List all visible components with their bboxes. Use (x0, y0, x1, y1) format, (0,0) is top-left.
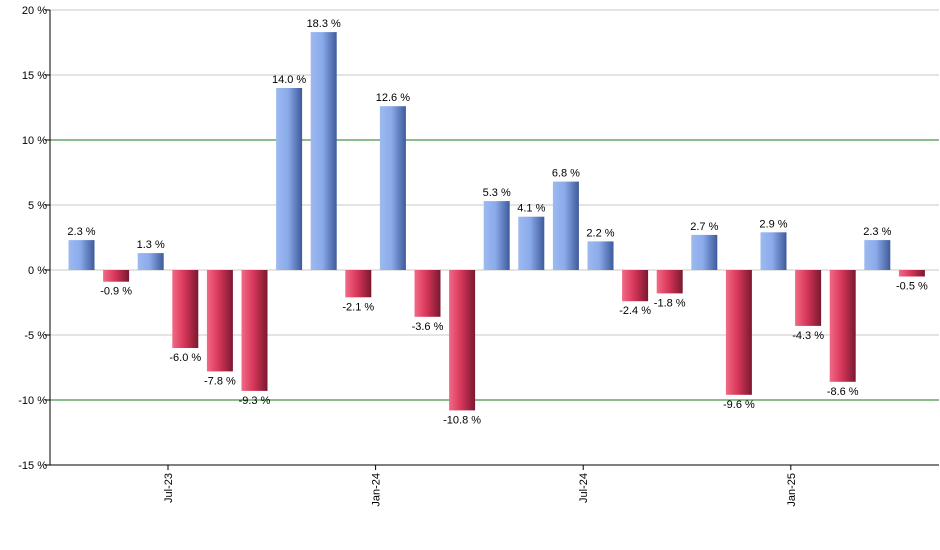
y-tick-label: 5 % (28, 200, 47, 212)
bar (483, 201, 510, 270)
data-label: -3.6 % (412, 321, 444, 333)
bar (103, 270, 130, 282)
bar (829, 270, 856, 382)
data-label: -0.5 % (896, 281, 928, 293)
y-tick-label: -15 % (18, 460, 47, 472)
x-tick-label: Jul-23 (163, 473, 175, 503)
bar (587, 241, 614, 270)
y-tick-label: 0 % (28, 265, 47, 277)
bar (795, 270, 822, 326)
bar (310, 32, 337, 270)
y-tick-label: 10 % (22, 135, 47, 147)
axes: 20 % 15 % 10 % 5 % 0 % -5 % -10 % -15 % Jul-23 Ja… (18, 5, 939, 507)
data-label: -0.9 % (100, 286, 132, 298)
x-tick-label: Jan-24 (371, 473, 383, 507)
data-label: 18.3 % (307, 18, 341, 30)
data-label: 2.3 % (67, 226, 95, 238)
y-tick-label: 20 % (22, 5, 47, 17)
bar (449, 270, 476, 411)
bar (864, 240, 891, 270)
data-label: -7.8 % (204, 375, 236, 387)
x-tick-label: Jul-24 (578, 473, 590, 503)
x-tick-label: Jan-25 (786, 473, 798, 507)
data-label: 6.8 % (552, 168, 580, 180)
data-label: -9.6 % (723, 399, 755, 411)
bar (760, 232, 787, 270)
bar (276, 88, 303, 270)
bar (898, 270, 925, 277)
data-label: -2.4 % (619, 305, 651, 317)
bar (691, 234, 718, 270)
data-label: 2.3 % (863, 226, 891, 238)
data-label: -10.8 % (443, 414, 481, 426)
data-label: 1.3 % (137, 239, 165, 251)
bar (68, 240, 95, 270)
y-tick-label: 15 % (22, 70, 47, 82)
data-label: -6.0 % (169, 352, 201, 364)
bar (518, 216, 545, 270)
data-label: -1.8 % (654, 297, 686, 309)
bar (725, 270, 752, 395)
bar (656, 270, 683, 294)
bar (206, 270, 233, 372)
data-label: -8.6 % (827, 386, 859, 398)
bar (552, 181, 579, 270)
bars (68, 32, 925, 411)
bar (414, 270, 441, 317)
bar (172, 270, 199, 348)
data-label: 5.3 % (483, 187, 511, 199)
labels: 2.3 % -0.9 % 1.3 % -6.0 %-7.8 %-9.3 % 14.0 %… (67, 18, 928, 426)
bar (137, 253, 164, 270)
data-label: -4.3 % (792, 330, 824, 342)
bar (379, 106, 406, 270)
bar (345, 270, 372, 298)
y-tick-label: -10 % (18, 395, 47, 407)
data-label: 4.1 % (517, 203, 545, 215)
data-label: 12.6 % (376, 92, 410, 104)
bar (622, 270, 649, 302)
data-label: 2.2 % (586, 227, 614, 239)
bar (241, 270, 268, 391)
data-label: 2.7 % (690, 221, 718, 233)
data-label: -9.3 % (239, 395, 271, 407)
data-label: 14.0 % (272, 74, 306, 86)
data-label: -2.1 % (342, 301, 374, 313)
y-tick-label: -5 % (24, 330, 47, 342)
data-label: 2.9 % (759, 218, 787, 230)
